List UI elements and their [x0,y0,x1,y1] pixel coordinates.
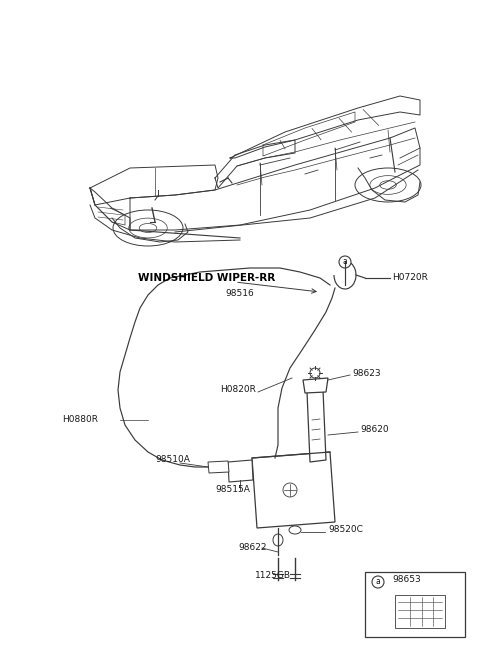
Text: H0880R: H0880R [62,415,98,424]
Polygon shape [307,390,326,462]
Polygon shape [252,452,335,528]
Ellipse shape [370,176,406,194]
Ellipse shape [273,534,283,546]
Text: H0720R: H0720R [392,274,428,283]
FancyBboxPatch shape [365,572,465,637]
Ellipse shape [310,368,320,378]
Ellipse shape [372,576,384,588]
Ellipse shape [289,526,301,534]
Text: a: a [376,577,380,586]
Text: 98520C: 98520C [328,525,363,535]
Polygon shape [395,595,445,628]
Ellipse shape [355,168,421,202]
Ellipse shape [339,256,351,268]
Text: 98623: 98623 [352,369,381,377]
Ellipse shape [139,224,157,232]
Ellipse shape [113,210,183,246]
Text: a: a [343,258,348,266]
Ellipse shape [283,483,297,497]
Ellipse shape [129,218,167,238]
Text: WINDSHIELD WIPER-RR: WINDSHIELD WIPER-RR [138,273,275,283]
Text: 98622: 98622 [238,544,266,552]
Text: 98515A: 98515A [215,485,250,495]
Ellipse shape [380,181,396,189]
Text: 98653: 98653 [392,575,421,584]
Polygon shape [228,460,253,482]
Text: 98620: 98620 [360,426,389,434]
Text: 98516: 98516 [225,289,254,298]
Text: 1125GB: 1125GB [255,571,291,579]
Text: H0820R: H0820R [220,386,256,394]
Polygon shape [208,461,229,473]
Polygon shape [303,378,328,393]
Text: 98510A: 98510A [155,455,190,464]
